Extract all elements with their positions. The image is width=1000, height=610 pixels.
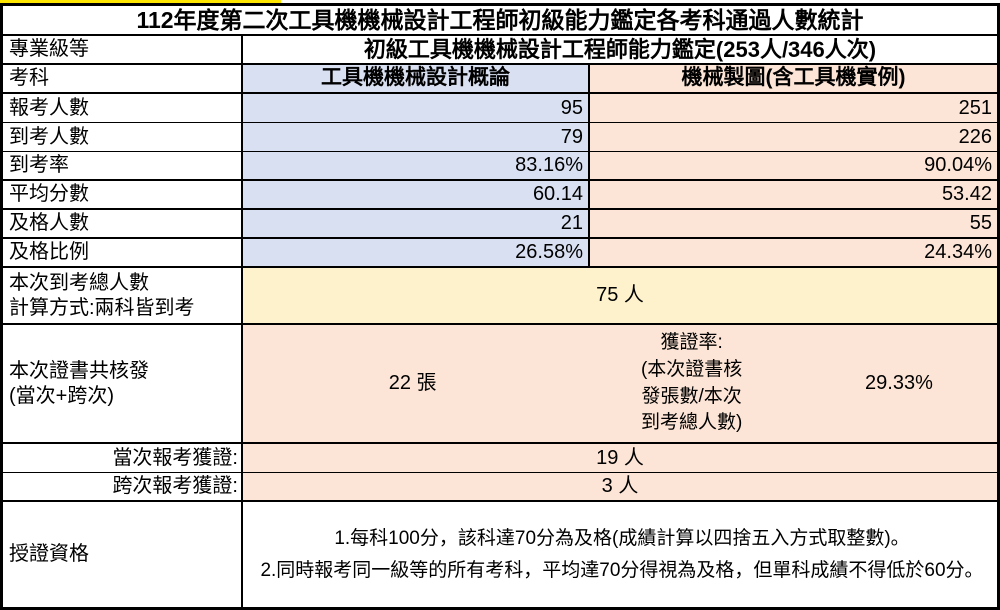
subject-header-row: 考科 工具機機械設計概論 機械製圖(含工具機實例): [3, 65, 997, 94]
metric-value-drawing: 53.42: [590, 181, 997, 208]
total-attendees-row: 本次到考總人數 計算方式:兩科皆到考 75 人: [3, 268, 997, 325]
metric-value-drawing: 251: [590, 94, 997, 122]
subject-label: 考科: [3, 65, 243, 92]
level-value: 初級工具機機械設計工程師能力鑑定(253人/346人次): [363, 36, 877, 62]
metric-row-pass-ratio: 及格比例 26.58% 24.34%: [3, 239, 997, 268]
metric-label: 及格人數: [3, 210, 243, 237]
metric-row-attendees: 到考人數 79 226: [3, 123, 997, 152]
metric-value-concept: 60.14: [243, 181, 590, 208]
certificates-row: 本次證書共核發 (當次+跨次) 22 張 獲證率: (本次證書核 發張數/本次 …: [3, 325, 997, 444]
qualification-label: 授證資格: [3, 502, 243, 607]
certification-rate-note: 獲證率: (本次證書核 發張數/本次 到考總人數): [640, 331, 743, 434]
metric-value-concept: 21: [243, 210, 590, 237]
total-attendees-label: 本次到考總人數 計算方式:兩科皆到考: [3, 268, 243, 323]
exam-statistics-table: 112年度第二次工具機機械設計工程師初級能力鑑定各考科通過人數統計 專業級等 初…: [0, 3, 1000, 610]
certificates-label: 本次證書共核發 (當次+跨次): [3, 325, 243, 442]
certificates-count: 22 張: [388, 372, 437, 394]
metric-value-drawing: 90.04%: [590, 152, 997, 179]
metric-label: 平均分數: [3, 181, 243, 208]
metric-value-drawing: 226: [590, 123, 997, 151]
cross-session-row: 跨次報考獲證: 3 人: [3, 473, 997, 502]
metric-value-concept: 79: [243, 123, 590, 151]
level-label: 專業級等: [3, 36, 243, 63]
metric-value-drawing: 24.34%: [590, 239, 997, 266]
metric-row-attendance-rate: 到考率 83.16% 90.04%: [3, 152, 997, 181]
top-highlight-strip: [0, 0, 281, 3]
title-row: 112年度第二次工具機機械設計工程師初級能力鑑定各考科通過人數統計: [3, 6, 997, 36]
qualification-row: 授證資格 1.每科100分，該科達70分為及格(成績計算以四捨五入方式取整數)。…: [3, 502, 997, 607]
subject-col2-header: 機械製圖(含工具機實例): [590, 65, 997, 92]
certification-rate-value: 29.33%: [865, 372, 933, 394]
current-session-row: 當次報考獲證: 19 人: [3, 444, 997, 473]
metric-value-concept: 95: [243, 94, 590, 122]
current-session-label: 當次報考獲證:: [3, 444, 243, 472]
metric-row-applicants: 報考人數 95 251: [3, 94, 997, 123]
subject-col1-header: 工具機機械設計概論: [243, 65, 590, 92]
metric-row-average-score: 平均分數 60.14 53.42: [3, 181, 997, 210]
page-title: 112年度第二次工具機機械設計工程師初級能力鑑定各考科通過人數統計: [136, 6, 864, 33]
metric-value-concept: 83.16%: [243, 152, 590, 179]
current-session-value: 19 人: [243, 444, 997, 472]
certificates-value-area: 22 張 獲證率: (本次證書核 發張數/本次 到考總人數) 29.33%: [243, 325, 997, 442]
metric-label: 到考率: [3, 152, 243, 179]
metric-label: 到考人數: [3, 123, 243, 151]
cross-session-value: 3 人: [243, 473, 997, 500]
qualification-text: 1.每科100分，該科達70分為及格(成績計算以四捨五入方式取整數)。 2.同時…: [260, 528, 984, 581]
qualification-value-cell: 1.每科100分，該科達70分為及格(成績計算以四捨五入方式取整數)。 2.同時…: [243, 502, 997, 607]
metric-row-pass-count: 及格人數 21 55: [3, 210, 997, 239]
total-attendees-value: 75 人: [243, 268, 997, 323]
metric-value-concept: 26.58%: [243, 239, 590, 266]
level-row: 專業級等 初級工具機機械設計工程師能力鑑定(253人/346人次): [3, 36, 997, 65]
metric-value-drawing: 55: [590, 210, 997, 237]
metric-label: 及格比例: [3, 239, 243, 266]
cross-session-label: 跨次報考獲證:: [3, 473, 243, 500]
metric-label: 報考人數: [3, 94, 243, 122]
